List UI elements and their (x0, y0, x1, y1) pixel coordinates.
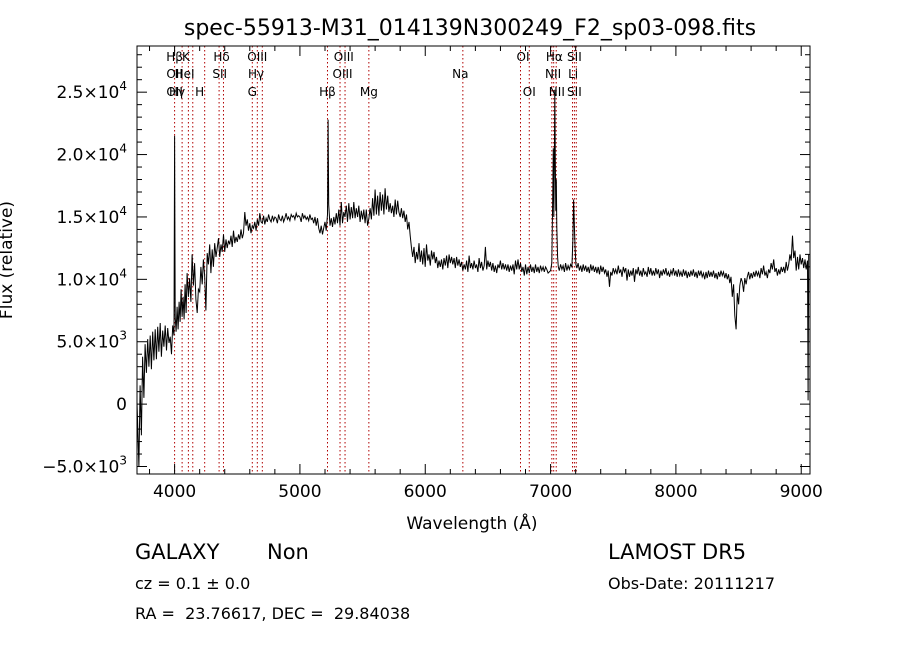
line-label: OII (166, 85, 183, 99)
x-tick-label: 5000 (278, 482, 321, 502)
line-label: Mg (360, 85, 378, 99)
line-label: OII (166, 67, 183, 81)
x-tick-label: 4000 (153, 482, 196, 502)
line-label: H (195, 85, 204, 99)
line-label: SII (567, 50, 582, 64)
line-label: OI (517, 50, 530, 64)
line-label: SII (212, 67, 227, 81)
redshift-cz: cz = 0.1 ± 0.0 (135, 574, 251, 593)
y-tick-label: 0 (116, 395, 127, 415)
line-label: Hα (546, 50, 563, 64)
line-label: G (248, 85, 257, 99)
emission-line-labels: Hβ OII OII K HeI Hγ H Hδ SII OIII Hγ G OIII OIII Hβ Mg N… (166, 50, 581, 99)
line-label: Hγ (248, 67, 264, 81)
line-label: Hβ (319, 85, 336, 99)
x-tick-label: 7000 (529, 482, 572, 502)
y-tick-label: 1.0×104 (56, 266, 127, 290)
plot-frame (136, 45, 811, 475)
line-label: HeI (175, 67, 195, 81)
line-label: Hγ (169, 85, 185, 99)
y-tick-label: 2.5×104 (56, 79, 127, 103)
y-tick-label: −5.0×103 (42, 454, 127, 478)
object-class: GALAXY (135, 540, 220, 564)
emission-line-markers (174, 46, 577, 474)
y-tick-label: 1.5×104 (56, 204, 127, 228)
line-label: OIII (333, 67, 353, 81)
observation-date: Obs-Date: 20111217 (608, 574, 776, 593)
line-label: SII (567, 85, 582, 99)
x-tick-label: 9000 (780, 482, 823, 502)
survey-name: LAMOST DR5 (608, 540, 747, 564)
coordinates: RA = 23.76617, DEC = 29.84038 (135, 604, 411, 623)
chart-title: spec-55913-M31_014139N300249_F2_sp03-098… (184, 16, 756, 41)
x-tick-label: 6000 (404, 482, 447, 502)
line-label: Na (452, 67, 468, 81)
y-tick-label: 5.0×103 (56, 329, 127, 353)
spectrum-series-line (136, 89, 810, 467)
line-label: Li (568, 67, 578, 81)
line-label: NII (545, 67, 561, 81)
x-tick-label: 8000 (654, 482, 697, 502)
y-axis-label: Flux (relative) (0, 201, 17, 319)
x-axis: 4000 5000 6000 7000 8000 9000 (149, 46, 823, 502)
line-label: OI (523, 85, 536, 99)
y-axis: −5.0×103 0 5.0×103 1.0×104 1.5×104 2.0×104 2.5… (42, 54, 810, 478)
object-subclass: Non (267, 540, 309, 564)
line-label: OIII (247, 50, 267, 64)
line-label: Hδ (213, 50, 229, 64)
x-axis-label: Wavelength (Å) (406, 512, 537, 534)
line-label: NII (549, 85, 565, 99)
line-label: Hβ (166, 50, 183, 64)
y-tick-label: 2.0×104 (56, 142, 127, 166)
line-label: K (182, 50, 191, 64)
line-label: OIII (334, 50, 354, 64)
